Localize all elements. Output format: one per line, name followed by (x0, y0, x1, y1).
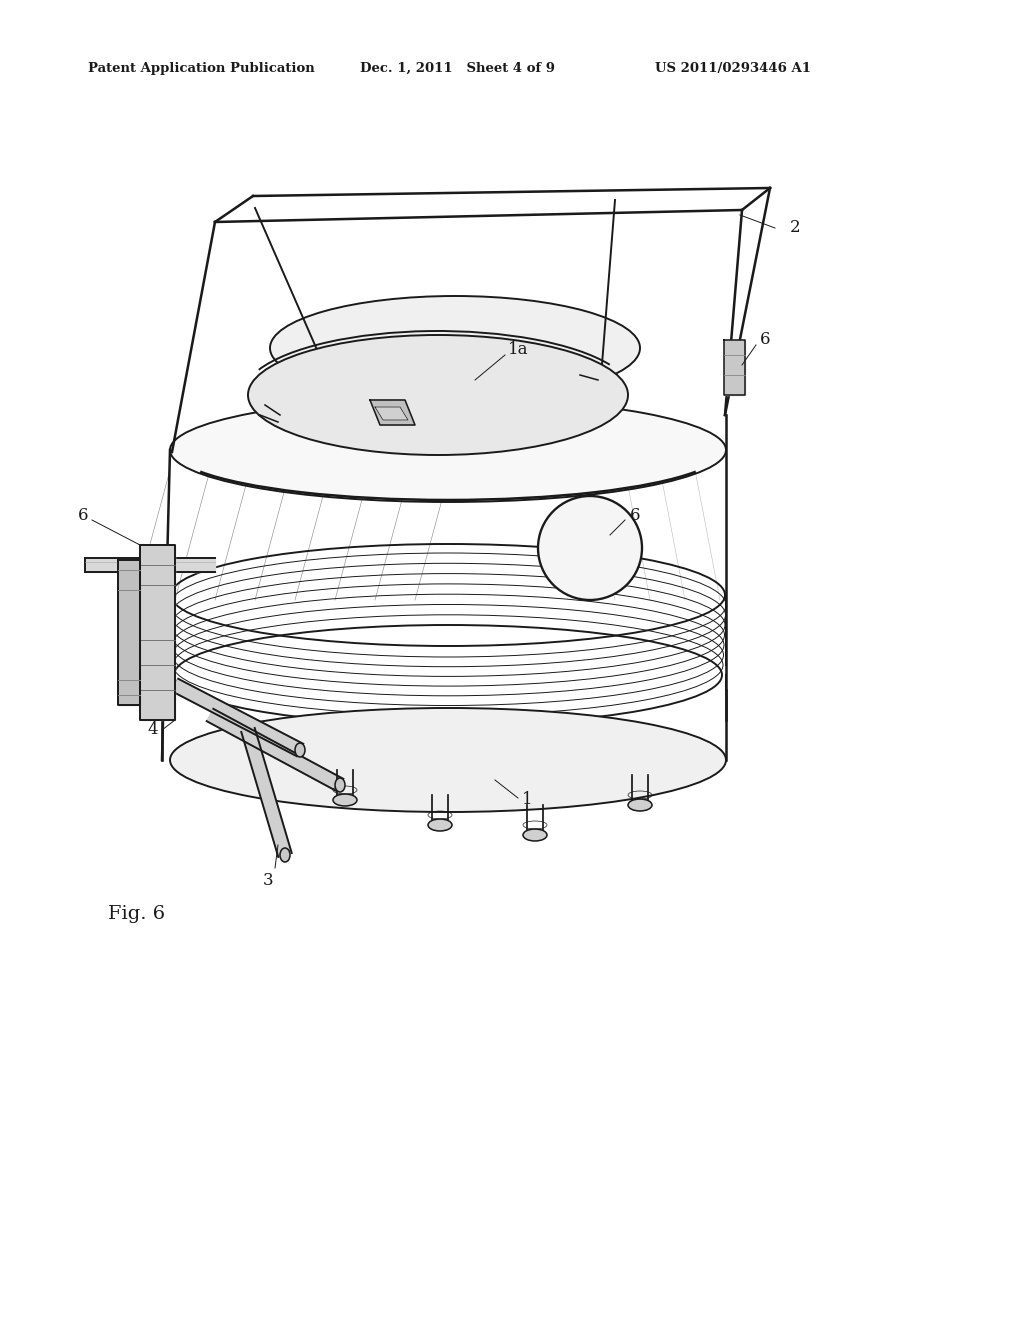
Polygon shape (118, 560, 140, 705)
Ellipse shape (248, 335, 628, 455)
Ellipse shape (333, 795, 357, 807)
Ellipse shape (280, 847, 290, 862)
Text: 6: 6 (78, 507, 88, 524)
Ellipse shape (523, 829, 547, 841)
Polygon shape (172, 678, 303, 756)
Text: 3: 3 (263, 873, 273, 888)
Ellipse shape (295, 743, 305, 756)
Text: 6: 6 (630, 507, 640, 524)
Polygon shape (724, 341, 745, 395)
Text: Dec. 1, 2011   Sheet 4 of 9: Dec. 1, 2011 Sheet 4 of 9 (360, 62, 555, 75)
Polygon shape (375, 407, 408, 420)
Text: 2: 2 (790, 219, 801, 236)
Text: 1a: 1a (508, 342, 528, 359)
Ellipse shape (335, 777, 345, 792)
Text: Fig. 6: Fig. 6 (108, 906, 165, 923)
Text: Patent Application Publication: Patent Application Publication (88, 62, 314, 75)
Polygon shape (207, 709, 343, 791)
Polygon shape (370, 400, 415, 425)
Ellipse shape (170, 708, 726, 812)
Text: 6: 6 (760, 331, 770, 348)
Polygon shape (242, 729, 292, 857)
Ellipse shape (170, 399, 726, 502)
Text: 1: 1 (522, 792, 532, 808)
Ellipse shape (538, 496, 642, 601)
Text: US 2011/0293446 A1: US 2011/0293446 A1 (655, 62, 811, 75)
Ellipse shape (628, 799, 652, 810)
Polygon shape (140, 545, 175, 719)
Text: 4: 4 (147, 722, 158, 738)
Ellipse shape (270, 296, 640, 400)
Ellipse shape (428, 818, 452, 832)
Polygon shape (85, 558, 215, 572)
